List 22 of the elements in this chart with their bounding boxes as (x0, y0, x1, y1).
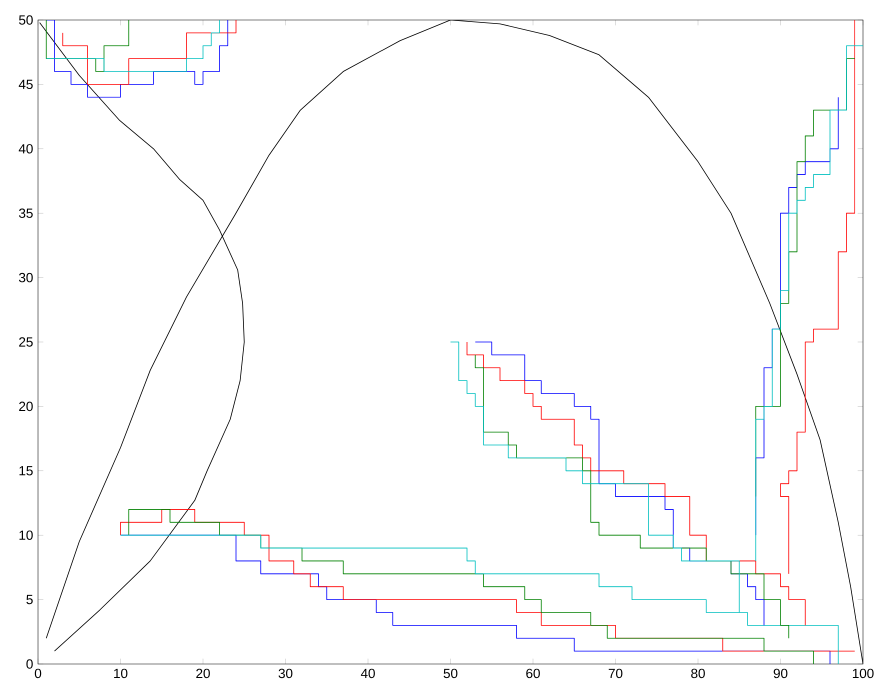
y-tick-label: 40 (18, 144, 33, 154)
x-tick-label: 30 (278, 668, 292, 678)
y-tick-label: 20 (19, 402, 33, 412)
y-tick-label: 25 (19, 337, 33, 347)
x-tick-label: 0 (34, 668, 42, 678)
x-tick-label: 60 (526, 668, 540, 678)
x-tick-label: 40 (360, 668, 375, 678)
y-tick-label: 15 (19, 466, 33, 476)
y-tick-label: 50 (19, 15, 33, 25)
x-tick-label: 100 (852, 668, 874, 678)
x-tick-label: 80 (691, 668, 705, 678)
y-tick-label: 10 (19, 530, 33, 540)
y-tick-label: 45 (18, 80, 33, 90)
y-tick-label: 35 (18, 208, 33, 218)
x-tick-label: 90 (774, 668, 788, 678)
x-tick-label: 50 (444, 668, 458, 678)
y-tick-label: 0 (26, 659, 33, 669)
y-tick-label: 5 (26, 594, 33, 604)
y-tick-label: 30 (18, 272, 33, 282)
x-tick-label: 70 (608, 668, 622, 678)
x-tick-label: 10 (114, 668, 128, 678)
x-tick-label: 20 (196, 668, 210, 678)
